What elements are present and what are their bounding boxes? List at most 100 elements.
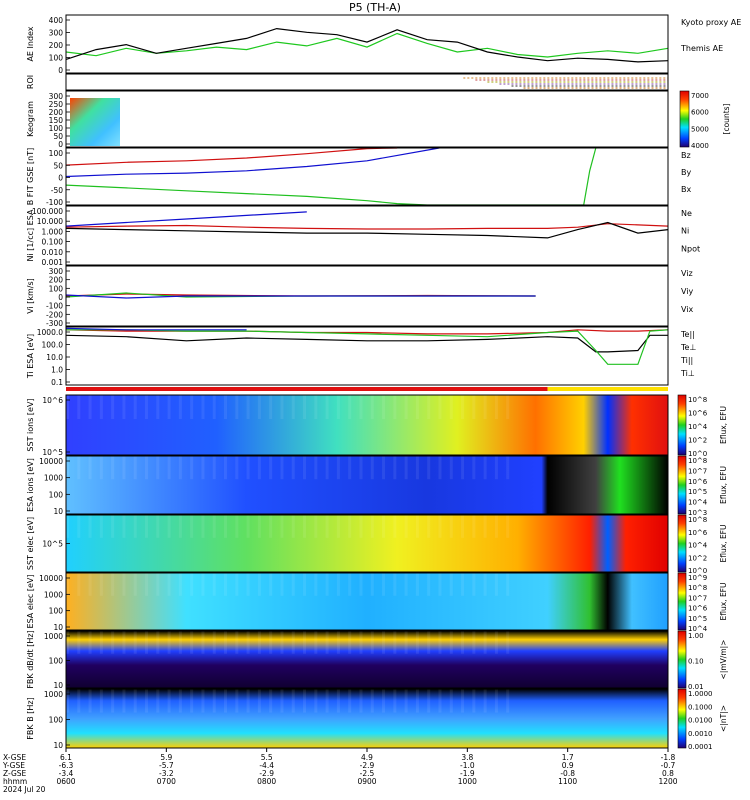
y-tick-label: 100 [49,124,64,133]
spectrogram-stripe [393,456,397,480]
spectrogram-stripe [382,456,386,480]
spectrogram-stripe [122,573,126,596]
y-tick-label: 0.100 [42,238,64,247]
colorbar-label: Eflux, EFU [719,406,728,444]
spectrogram-stripe [382,631,386,654]
x-row-label: 2024 Jul 20 [3,785,46,794]
spectrogram-stripe [145,515,149,538]
spectrogram-stripe [438,689,442,713]
spectrogram-stripe [190,573,194,596]
spectrogram-stripe [291,631,295,654]
y-tick-label: 200 [49,108,64,117]
y-tick-label: 100.000 [32,207,63,216]
spectrogram-stripe [415,631,419,654]
spectrogram-stripe [382,395,386,419]
x-tick-label: 0800 [257,777,276,786]
colorbar [677,514,687,573]
spectrogram-stripe [111,456,115,480]
x-row-label: Y-GSE [2,761,25,770]
spectrogram-stripe [246,573,250,596]
x-tick-label: 1100 [558,777,577,786]
spectrogram-stripe [483,456,487,480]
spectrogram-stripe [280,689,284,713]
y-tick-label: 250 [49,100,64,109]
spectrogram-stripe [280,395,284,419]
spectrogram-stripe [99,631,103,654]
spectrogram-stripe [393,395,397,419]
y-tick-label: 1000 [44,690,63,699]
spectrogram-stripe [472,573,476,596]
spectrogram-stripe [348,631,352,654]
colorbar-tick-label: 10^6 [688,605,708,613]
spectrogram-stripe [133,515,137,538]
panel-frame [65,572,669,631]
spectrogram-stripe [224,573,228,596]
colorbar-tick-label: 4000 [691,142,709,150]
spectrogram-stripe [235,573,239,596]
spectrogram-stripe [393,689,397,713]
colorbar-label: [counts] [722,103,731,134]
y-tick-label: 1000 [44,590,63,599]
spectrogram-stripe [291,689,295,713]
spectrogram-stripe [178,631,182,654]
spectrogram-stripe [133,573,137,596]
spectrogram-stripe [224,456,228,480]
legend-entry: Ti|| [680,356,693,365]
spectrogram-stripe [404,631,408,654]
legend-entry: Vix [681,305,694,314]
spectrogram-stripe [224,395,228,419]
spectrogram-stripe [291,456,295,480]
y-axis-label: B FIT GSE [nT] [26,148,35,206]
legend-entry: Bz [681,151,691,160]
spectrogram-stripe [427,689,431,713]
colorbar-tick-label: 10^4 [688,542,708,550]
spectrogram-stripe [382,515,386,538]
spectrogram [66,515,668,572]
spectrogram-stripe [348,515,352,538]
colorbar-tick-label: 10^8 [688,584,707,592]
series-line-Bz [65,147,398,166]
spectrogram-stripe [303,631,307,654]
y-tick-label: 10^5 [42,448,63,457]
spectrogram-stripe [235,689,239,713]
spectrogram-stripe [122,689,126,713]
spectrogram-stripe [178,456,182,480]
y-tick-label: 0.001 [42,258,64,267]
colorbar-label: Eflux, EFU [719,583,728,621]
spectrogram-stripe [212,689,216,713]
y-tick-label: 10^5 [42,540,63,549]
y-tick-label: 300 [49,267,64,276]
spectrogram-stripe [494,456,498,480]
panel-frame [65,265,669,327]
y-tick-label: 10.0 [46,353,63,362]
y-tick-label: 300 [49,92,64,101]
spectrogram-stripe [325,689,329,713]
spectrogram-stripe [280,456,284,480]
x-tick-label: -0.7 [661,761,676,770]
colorbar-tick-label: 10^9 [688,574,707,582]
colorbar [677,630,687,689]
spectrogram-stripe [325,631,329,654]
colorbar-label: <|mV/m|> [719,640,728,680]
y-axis-label: AE Index [26,26,35,61]
spectrogram-stripe [336,631,340,654]
spectrogram-stripe [167,395,171,419]
spectrogram-stripe [472,395,476,419]
colorbar-tick-label: 1.0000 [688,690,713,698]
spectrogram-stripe [494,631,498,654]
x-tick-label: 5.9 [160,753,172,762]
y-tick-label: 10.000 [37,217,63,226]
spectrogram [66,395,668,455]
y-tick-label: 100 [49,490,64,499]
spectrogram-stripe [438,573,442,596]
spectrogram-stripe [145,573,149,596]
spectrogram-stripe [314,689,318,713]
colorbar-label: Eflux, EFU [719,525,728,563]
y-axis-label: Ti ESA [eV] [26,334,35,379]
series-line-Npot [65,211,307,227]
series-line-By [65,147,597,206]
spectrogram-stripe [145,631,149,654]
spectrogram-stripe [257,631,261,654]
spectrogram-stripe [336,395,340,419]
